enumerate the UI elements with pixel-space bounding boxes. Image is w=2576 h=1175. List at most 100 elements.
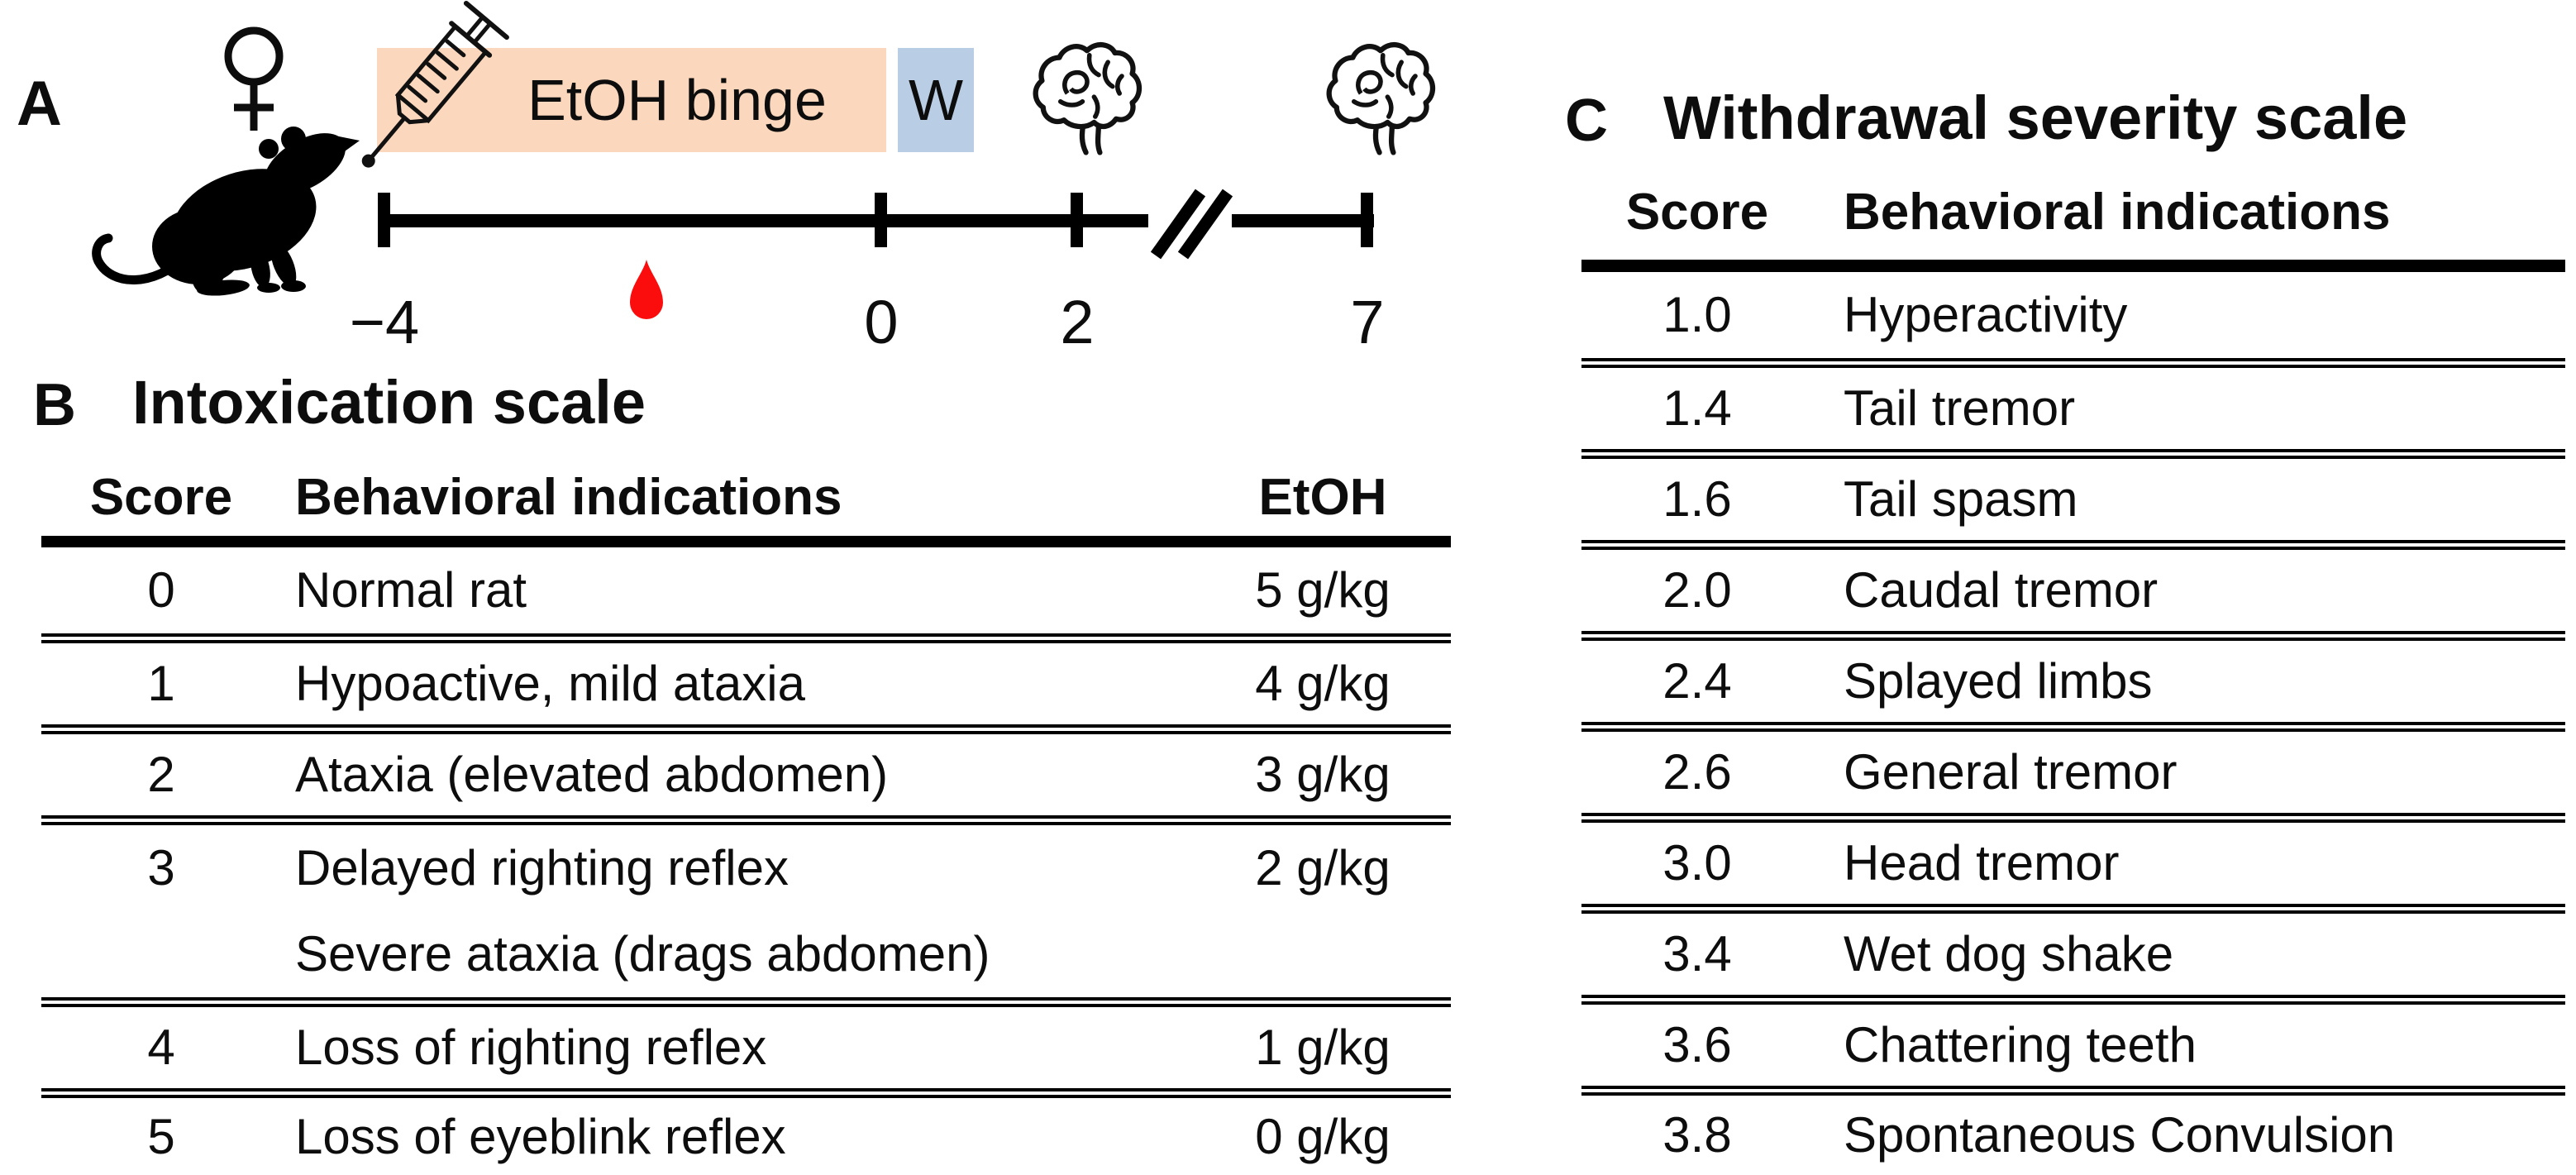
- score-cell: 2.6: [1662, 744, 1732, 800]
- indication-cell: Hyperactivity: [1844, 287, 2128, 342]
- panel-c-title: Withdrawal severity scale: [1663, 84, 2408, 152]
- indication-cell: Loss of righting reflex: [295, 1020, 767, 1075]
- table-row: 4 Loss of righting reflex 1 g/kg: [41, 1007, 1451, 1088]
- score-cell: 3: [147, 840, 175, 896]
- row-separator: [1581, 995, 2565, 1005]
- brain-icon: [1033, 42, 1143, 155]
- score-cell: 1: [147, 656, 175, 711]
- etoh-binge-label: EtOH binge: [527, 68, 827, 132]
- header-rule: [41, 536, 1451, 547]
- indication-cell: Normal rat: [295, 562, 527, 618]
- etoh-cell: 1 g/kg: [1255, 1020, 1391, 1075]
- indication-cell: Head tremor: [1844, 835, 2120, 891]
- withdrawal-label: W: [908, 68, 964, 132]
- brain-icon: [1326, 42, 1436, 155]
- column-header-score: Score: [89, 469, 233, 526]
- row-separator: [1581, 722, 2565, 732]
- score-cell: 3.8: [1662, 1107, 1732, 1163]
- indication-cell: Loss of eyeblink reflex: [295, 1109, 786, 1164]
- row-separator: [41, 633, 1451, 643]
- score-cell: 3.6: [1662, 1017, 1732, 1072]
- column-header-score: Score: [1625, 184, 1769, 241]
- row-separator: [41, 1088, 1451, 1098]
- withdrawal-highlight: W: [898, 48, 974, 152]
- etoh-binge-highlight: EtOH binge: [377, 48, 886, 152]
- panel-c-label: C: [1565, 88, 1608, 154]
- syringe-icon: [361, 0, 509, 168]
- score-cell: 0: [147, 562, 175, 618]
- etoh-cell: 4 g/kg: [1255, 656, 1391, 711]
- etoh-cell: 5 g/kg: [1255, 562, 1391, 618]
- row-separator: [1581, 904, 2565, 914]
- row-separator: [41, 997, 1451, 1007]
- indication-cell: General tremor: [1844, 744, 2178, 800]
- score-cell: 2.0: [1662, 562, 1732, 618]
- table-row: 1.4 Tail tremor: [1581, 368, 2565, 449]
- axis-break-icon: [1148, 189, 1233, 260]
- column-header-indications: Behavioral indications: [295, 469, 842, 526]
- panel-a-label: A: [17, 69, 62, 139]
- timeline-tick-minus4: [378, 193, 390, 247]
- row-separator: [1581, 358, 2565, 368]
- indication-cell: Chattering teeth: [1844, 1017, 2197, 1072]
- indication-cell: Tail spasm: [1844, 471, 2078, 527]
- etoh-cell: 0 g/kg: [1255, 1109, 1391, 1164]
- score-cell: 2.4: [1662, 653, 1732, 709]
- blood-drop-icon: [630, 260, 663, 319]
- indication-cell: Tail tremor: [1844, 380, 2076, 436]
- table-row: 1 Hypoactive, mild ataxia 4 g/kg: [41, 643, 1451, 724]
- intoxication-table: Score Behavioral indications EtOH 0 Norm…: [41, 460, 1451, 1175]
- column-header-indications: Behavioral indications: [1844, 184, 2391, 241]
- column-header-etoh: EtOH: [1258, 469, 1387, 526]
- table-row: 3.8 Spontaneous Convulsion: [1581, 1096, 2565, 1175]
- score-cell: 3.0: [1662, 835, 1732, 891]
- table-row: 3 Delayed righting reflex Severe ataxia …: [41, 825, 1451, 997]
- table-row: 5 Loss of eyeblink reflex 0 g/kg: [41, 1098, 1451, 1175]
- timeline-tick-7: [1361, 193, 1373, 247]
- score-cell: 3.4: [1662, 926, 1732, 982]
- etoh-cell: 3 g/kg: [1255, 747, 1391, 802]
- indication-line-2: Severe ataxia (drags abdomen): [295, 926, 990, 982]
- etoh-cell: 2 g/kg: [1255, 840, 1391, 896]
- score-cell: 1.6: [1662, 471, 1732, 527]
- table-row: 3.0 Head tremor: [1581, 823, 2565, 904]
- indication-cell: Wet dog shake: [1844, 926, 2174, 982]
- female-icon: [224, 26, 284, 131]
- tick-label-0: 0: [864, 288, 899, 356]
- table-row: 2.6 General tremor: [1581, 732, 2565, 813]
- table-row: 0 Normal rat 5 g/kg: [41, 547, 1451, 633]
- indication-cell: Splayed limbs: [1844, 653, 2153, 709]
- header-rule: [1581, 260, 2565, 272]
- timeline-tick-2: [1071, 193, 1083, 247]
- indication-cell: Hypoactive, mild ataxia: [295, 656, 805, 711]
- panel-b-title: Intoxication scale: [132, 368, 646, 437]
- intoxication-table-header: Score Behavioral indications EtOH: [41, 460, 1451, 536]
- indication-line-1: Delayed righting reflex: [295, 840, 789, 896]
- row-separator: [1581, 813, 2565, 823]
- table-row: 1.6 Tail spasm: [1581, 459, 2565, 540]
- row-separator: [1581, 540, 2565, 550]
- score-cell: 5: [147, 1109, 175, 1164]
- panel-b-label: B: [33, 372, 76, 438]
- table-row: 2 Ataxia (elevated abdomen) 3 g/kg: [41, 734, 1451, 815]
- row-separator: [41, 815, 1451, 825]
- score-cell: 1.4: [1662, 380, 1732, 436]
- row-separator: [1581, 1086, 2565, 1096]
- tick-label-7: 7: [1350, 288, 1385, 356]
- row-separator: [1581, 631, 2565, 641]
- indication-cell: Caudal tremor: [1844, 562, 2159, 618]
- rat-silhouette-icon: [92, 127, 360, 296]
- tick-label-2: 2: [1060, 288, 1095, 356]
- score-cell: 2: [147, 747, 175, 802]
- row-separator: [41, 724, 1451, 734]
- indication-cell: Spontaneous Convulsion: [1844, 1107, 2396, 1163]
- table-row: 2.4 Splayed limbs: [1581, 641, 2565, 722]
- tick-label-minus4: −4: [349, 288, 420, 356]
- table-row: 1.0 Hyperactivity: [1581, 272, 2565, 358]
- withdrawal-table: Score Behavioral indications 1.0 Hyperac…: [1581, 165, 2565, 1175]
- score-cell: 1.0: [1662, 287, 1732, 342]
- withdrawal-table-header: Score Behavioral indications: [1581, 165, 2565, 260]
- row-separator: [1581, 449, 2565, 459]
- table-row: 3.6 Chattering teeth: [1581, 1005, 2565, 1086]
